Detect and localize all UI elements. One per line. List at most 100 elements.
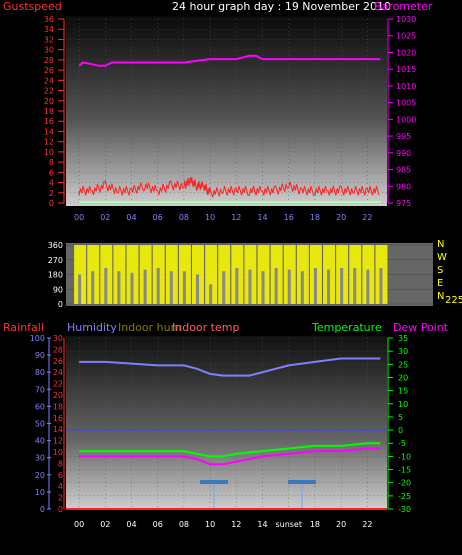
wind-tick-label: 270 xyxy=(48,256,63,265)
wind-direction-gap xyxy=(169,271,173,304)
dewpoint-label: Dew Point xyxy=(393,321,449,334)
gustspeed-label: Gustspeed xyxy=(3,0,62,13)
gust-tick-label: 24 xyxy=(44,76,54,85)
humidity-tick-label: 30 xyxy=(35,454,45,463)
wind-direction-gap xyxy=(274,267,278,304)
wind-direction-gap xyxy=(182,271,186,304)
barometer-series-line xyxy=(78,54,381,67)
rain-tick-label: 12 xyxy=(53,437,63,446)
gust-tick-label: 22 xyxy=(44,87,54,96)
baro-tick-label: 995 xyxy=(396,132,411,141)
x-tick-label: 14 xyxy=(257,213,267,222)
baro-tick-label: 1015 xyxy=(396,65,416,74)
wind-direction-gap xyxy=(143,269,147,304)
wind-direction-gap xyxy=(235,267,239,304)
wind-direction-bars xyxy=(74,245,388,304)
humidity-tick-label: 90 xyxy=(35,351,45,360)
temp-tick-label: -15 xyxy=(398,466,411,475)
wind-direction-gap xyxy=(300,271,304,304)
temp-tick-label: -5 xyxy=(398,439,406,448)
humidity-tick-label: 50 xyxy=(35,420,45,429)
humidity-axis-ticks: 0 10 20 30 40 50 60 70 80 90 100 xyxy=(30,334,51,514)
x-tick-label: 22 xyxy=(362,520,372,529)
gust-tick-label: 32 xyxy=(44,35,54,44)
wind-tick-label: 90 xyxy=(53,285,63,294)
rain-tick-label: 20 xyxy=(53,391,63,400)
gust-tick-label: 10 xyxy=(44,148,54,157)
sunrise-marker xyxy=(200,480,228,508)
wind-direction-gap xyxy=(156,267,160,304)
x-tick-label: 06 xyxy=(153,520,163,529)
rain-tick-label: 10 xyxy=(53,448,63,457)
wind-direction-gap xyxy=(104,267,108,304)
temp-tick-label: -25 xyxy=(398,492,411,501)
wind-direction-gap xyxy=(366,269,370,304)
rain-tick-label: 2 xyxy=(58,494,63,503)
temperature-series-line xyxy=(79,442,381,458)
temp-tick-label: 0 xyxy=(398,426,403,435)
compass-letter: N xyxy=(437,291,444,302)
humidity-tick-label: 20 xyxy=(35,471,45,480)
rain-tick-label: 30 xyxy=(53,334,63,343)
baro-tick-label: 1010 xyxy=(396,82,416,91)
panel3-x-ticks: 00 02 04 06 08 10 12 14 sunset 18 20 22 xyxy=(74,520,372,529)
x-tick-label: 10 xyxy=(205,213,215,222)
temp-tick-label: 35 xyxy=(398,334,408,343)
baro-tick-label: 1000 xyxy=(396,115,416,124)
humidity-tick-label: 70 xyxy=(35,385,45,394)
baro-tick-label: 1025 xyxy=(396,32,416,41)
rain-tick-label: 24 xyxy=(53,368,63,377)
wind-tick-label: 360 xyxy=(48,241,63,250)
wind-direction-gap xyxy=(196,274,200,304)
compass-letter: W xyxy=(437,252,447,263)
x-tick-label: 18 xyxy=(310,520,320,529)
baro-axis-ticks: 975 980 985 990 995 1000 1005 1010 1015 1020 1025 1… xyxy=(387,15,416,208)
wind-direction-gap xyxy=(248,269,252,304)
gust-tick-label: 30 xyxy=(44,46,54,55)
x-tick-label: 02 xyxy=(100,520,110,529)
temp-tick-label: -30 xyxy=(398,505,411,514)
gust-tick-label: 8 xyxy=(49,158,54,167)
wind-direction-gap xyxy=(340,267,344,304)
gust-series-line xyxy=(78,176,380,198)
temp-tick-label: 15 xyxy=(398,387,408,396)
compass-letter: N xyxy=(437,239,444,250)
indoor-hum-label: Indoor hum xyxy=(118,321,181,334)
rain-tick-label: 0 xyxy=(58,505,63,514)
gust-tick-label: 18 xyxy=(44,107,54,116)
x-tick-label: 14 xyxy=(257,520,267,529)
baro-tick-label: 1005 xyxy=(396,99,416,108)
wind-direction-gap xyxy=(222,271,226,304)
humidity-tick-label: 60 xyxy=(35,402,45,411)
wind-direction-gap xyxy=(379,267,383,304)
rain-tick-label: 28 xyxy=(53,345,63,354)
graph-title: 24 hour graph day : 19 November 2010 xyxy=(172,0,391,13)
x-tick-label: 18 xyxy=(310,213,320,222)
wind-direction-gap xyxy=(261,271,265,304)
wind-direction-gap xyxy=(287,269,291,304)
x-tick-label: 20 xyxy=(336,520,346,529)
wind-axis-ticks: 0 90 180 270 360 xyxy=(48,241,63,309)
gust-tick-label: 2 xyxy=(49,189,54,198)
temp-tick-label: -20 xyxy=(398,479,411,488)
dewpoint-series-line xyxy=(79,447,381,466)
x-tick-label: 06 xyxy=(153,213,163,222)
humidity-tick-label: 40 xyxy=(35,437,45,446)
x-tick-label: 22 xyxy=(362,213,372,222)
wind-tick-label: 180 xyxy=(48,271,63,280)
baro-tick-label: 980 xyxy=(396,182,411,191)
wind-direction-gap xyxy=(327,269,331,304)
temperature-axis-ticks: 35 30 25 20 15 10 5 0 -5 -10 -15 -20 -25 -30 xyxy=(387,334,411,514)
temp-tick-label: 20 xyxy=(398,373,408,382)
x-tick-label: 04 xyxy=(126,213,136,222)
humidity-tick-label: 10 xyxy=(35,488,45,497)
temperature-label: Temperature xyxy=(311,321,382,334)
humidity-label: Humidity xyxy=(67,321,117,334)
x-tick-label: 16 xyxy=(284,213,294,222)
